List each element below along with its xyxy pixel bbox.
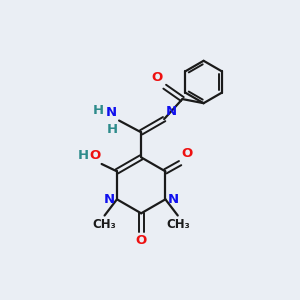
Text: H: H — [93, 104, 104, 117]
Text: O: O — [89, 149, 100, 162]
Text: H: H — [78, 149, 89, 162]
Text: N: N — [168, 193, 179, 206]
Text: CH₃: CH₃ — [166, 218, 190, 232]
Text: H: H — [106, 123, 118, 136]
Text: N: N — [103, 193, 115, 206]
Text: N: N — [166, 105, 177, 118]
Text: O: O — [151, 71, 162, 84]
Text: N: N — [106, 106, 117, 119]
Text: CH₃: CH₃ — [93, 218, 116, 232]
Text: O: O — [182, 147, 193, 160]
Text: O: O — [136, 234, 147, 247]
